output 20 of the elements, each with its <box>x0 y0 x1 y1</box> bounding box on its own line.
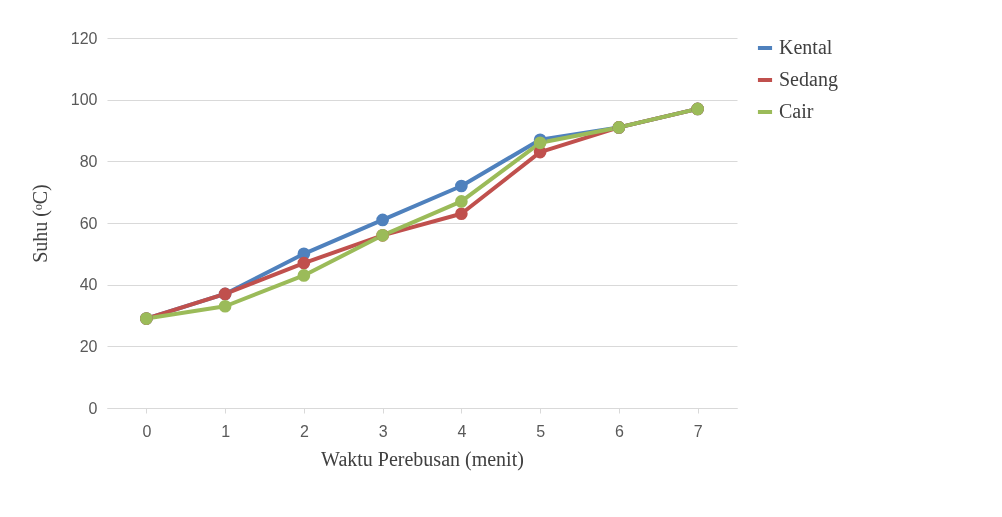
x-tick-label: 2 <box>299 422 309 440</box>
legend-label: Kental <box>779 36 833 58</box>
y-tick-label: 80 <box>79 152 98 170</box>
y-tick-label: 100 <box>70 91 98 109</box>
y-tick-label: 20 <box>79 337 98 355</box>
legend-label: Cair <box>779 100 814 122</box>
y-tick-label: 0 <box>88 399 98 417</box>
y-tick-label: 120 <box>70 29 98 47</box>
x-tick-label: 6 <box>614 422 624 440</box>
x-tick-label: 0 <box>142 422 152 440</box>
x-tick-label: 1 <box>221 422 231 440</box>
y-tick-label: 60 <box>79 214 98 232</box>
x-axis-title: Waktu Perebusan (menit) <box>321 447 524 471</box>
y-axis-title: Suhu (ᵒC) <box>28 184 52 263</box>
x-tick-label: 5 <box>536 422 546 440</box>
y-tick-label: 40 <box>79 276 98 294</box>
legend-label: Sedang <box>779 68 838 91</box>
x-tick-label: 4 <box>457 422 467 440</box>
x-tick-label: 3 <box>378 422 388 440</box>
x-tick-label: 7 <box>693 422 703 440</box>
